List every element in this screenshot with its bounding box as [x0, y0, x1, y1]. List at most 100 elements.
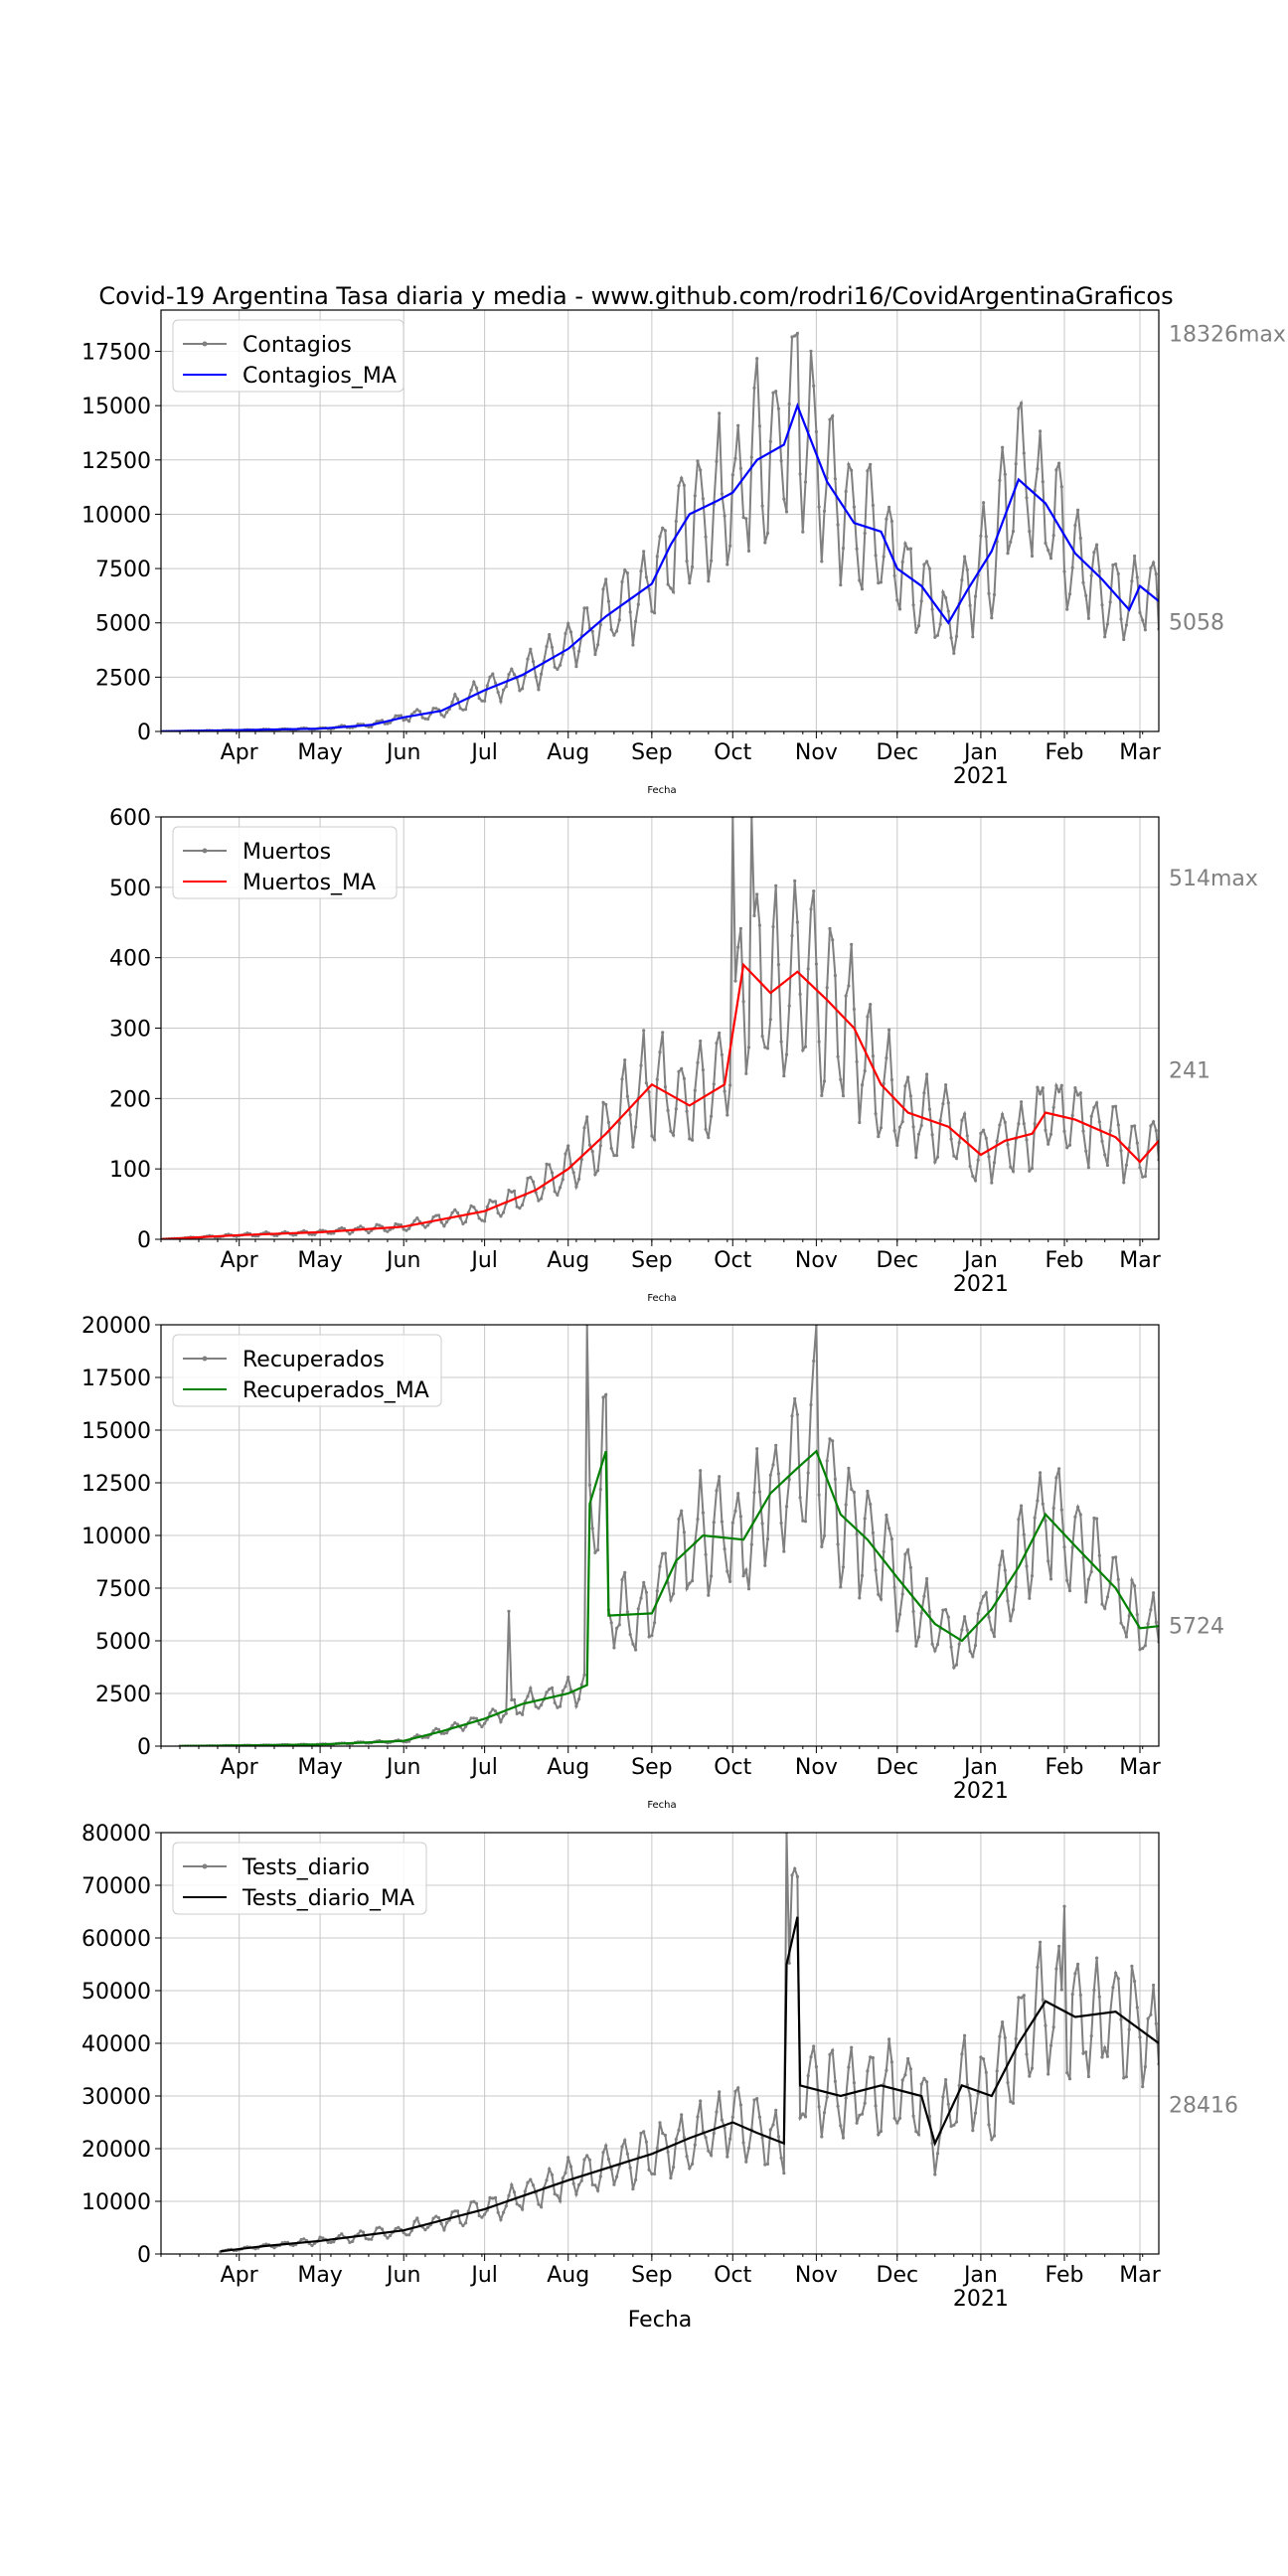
data-point — [982, 1594, 986, 1598]
data-point — [386, 1229, 390, 1233]
data-point — [415, 708, 419, 712]
data-point — [871, 1054, 876, 1058]
data-point — [1146, 1622, 1150, 1626]
data-point — [521, 1712, 525, 1716]
data-point — [1001, 1549, 1005, 1553]
data-point — [1022, 1122, 1026, 1126]
data-point — [728, 2137, 732, 2141]
data-point — [919, 599, 923, 603]
data-point — [1124, 623, 1128, 627]
data-point — [426, 717, 430, 722]
data-point — [718, 1031, 722, 1035]
data-point — [1051, 1506, 1055, 1511]
data-point — [925, 1072, 929, 1076]
data-point — [587, 2158, 592, 2162]
data-point — [855, 2121, 859, 2125]
data-point — [768, 2128, 772, 2132]
data-point — [828, 417, 832, 421]
data-point — [564, 631, 567, 636]
data-point — [1054, 1083, 1058, 1087]
data-point — [1143, 2065, 1147, 2069]
data-point — [820, 2135, 824, 2139]
data-point — [370, 724, 374, 729]
data-point — [973, 594, 978, 598]
x-tick-label: Jul — [469, 1755, 498, 1780]
data-point — [548, 633, 552, 637]
data-point — [625, 1094, 630, 1098]
data-point — [696, 1518, 700, 1522]
data-point — [529, 1687, 533, 1690]
data-point — [1078, 1513, 1082, 1517]
data-point — [863, 1069, 867, 1073]
data-point — [337, 2234, 341, 2238]
data-point — [568, 2165, 573, 2169]
data-point — [585, 1115, 589, 1119]
data-point — [587, 1143, 592, 1147]
data-point — [450, 1723, 454, 1727]
data-point — [442, 2228, 446, 2232]
data-point — [534, 1191, 538, 1195]
data-point — [685, 2155, 689, 2159]
data-point — [1105, 1163, 1109, 1168]
data-point — [1054, 1476, 1058, 1480]
data-point — [935, 1155, 940, 1159]
data-point — [370, 2237, 374, 2241]
data-point — [822, 1533, 827, 1537]
data-point — [1039, 1092, 1043, 1096]
data-point — [820, 1544, 824, 1548]
y-tick-label: 30000 — [81, 2085, 151, 2110]
year-label: 2021 — [953, 1272, 1009, 1297]
data-point — [1014, 462, 1018, 466]
data-point — [720, 2118, 724, 2122]
data-point — [776, 2135, 781, 2139]
data-point — [658, 535, 662, 539]
data-point — [1143, 628, 1147, 632]
data-point — [779, 2156, 783, 2160]
data-point — [367, 1230, 371, 1235]
data-point — [1020, 1504, 1024, 1508]
data-point — [728, 544, 732, 548]
data-point — [1067, 1589, 1072, 1593]
data-point — [1046, 1559, 1050, 1563]
data-point — [612, 1646, 616, 1650]
data-point — [809, 1402, 813, 1407]
data-point — [579, 1158, 583, 1162]
data-point — [1119, 1149, 1123, 1153]
y-tick-label: 0 — [137, 1735, 151, 1760]
data-point — [1057, 461, 1061, 465]
data-point — [329, 2240, 333, 2244]
data-point — [647, 1090, 651, 1094]
y-tick-label: 15000 — [81, 1419, 151, 1444]
data-point — [1149, 1124, 1153, 1128]
data-point — [617, 1623, 621, 1627]
data-point — [606, 1120, 611, 1124]
x-tick-label: Nov — [795, 2263, 838, 2288]
y-tick-label: 300 — [109, 1018, 151, 1043]
data-point — [1092, 1988, 1096, 1993]
data-point — [871, 503, 876, 508]
plot-frame — [160, 309, 1160, 732]
data-point — [504, 685, 508, 689]
data-point — [680, 2113, 684, 2117]
data-point — [688, 1581, 692, 1585]
legend-box — [172, 319, 404, 393]
data-point — [992, 2134, 997, 2138]
y-tick-label: 20000 — [81, 2138, 151, 2163]
data-point — [663, 2133, 668, 2138]
data-point — [461, 1221, 465, 1225]
x-tick-label: May — [297, 1755, 342, 1780]
data-point — [752, 2098, 756, 2102]
data-point — [480, 1218, 484, 1222]
data-point — [1130, 579, 1134, 583]
data-point — [523, 2189, 527, 2193]
x-tick-label: Apr — [221, 1248, 259, 1273]
data-point — [644, 575, 649, 579]
data-point — [571, 1171, 575, 1175]
data-point — [499, 700, 503, 704]
y-tick-label: 17500 — [81, 341, 151, 366]
y-tick-label: 12500 — [81, 449, 151, 474]
data-point — [402, 2231, 405, 2235]
data-point — [436, 1727, 441, 1731]
data-point — [488, 1199, 492, 1203]
data-point — [992, 1161, 997, 1165]
